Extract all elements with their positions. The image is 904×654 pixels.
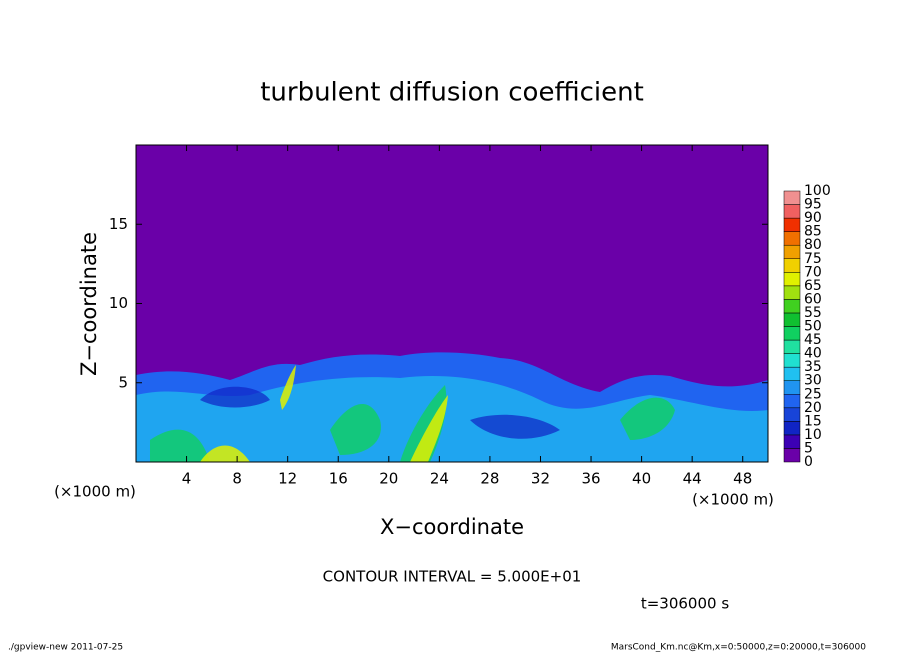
colorbar-label: 70 xyxy=(804,264,822,280)
colorbar-label: 55 xyxy=(804,305,822,321)
y-tick-label: 10 xyxy=(109,294,128,312)
x-tick-label: 44 xyxy=(683,470,702,488)
y-tick-label: 5 xyxy=(118,373,128,391)
x-tick-label: 28 xyxy=(480,470,499,488)
colorbar-band xyxy=(783,339,801,354)
colorbar-band xyxy=(783,326,801,341)
colorbar-band xyxy=(783,258,801,273)
colorbar-label: 75 xyxy=(804,251,822,267)
x-tick-label: 16 xyxy=(329,470,348,488)
colorbar-label: 65 xyxy=(804,278,822,294)
colorbar-label: 50 xyxy=(804,319,822,335)
colorbar-label: 30 xyxy=(804,373,822,389)
colorbar-label: 60 xyxy=(804,291,822,307)
colorbar-label: 90 xyxy=(804,210,822,226)
y-axis-label: Z−coordinate xyxy=(77,232,101,376)
colorbar-band xyxy=(783,380,801,395)
colorbar-band xyxy=(783,421,801,436)
x-tick-label: 20 xyxy=(379,470,398,488)
colorbar-label: 35 xyxy=(804,359,822,375)
x-tick-label: 48 xyxy=(733,470,752,488)
colorbar-label: 20 xyxy=(804,400,822,416)
colorbar-label: 85 xyxy=(804,224,822,240)
colorbar-band xyxy=(783,353,801,368)
colorbar-band xyxy=(783,448,801,463)
x-tick-label: 4 xyxy=(182,470,192,488)
colorbar-band xyxy=(783,299,801,314)
footer-right: MarsCond_Km.nc@Km,x=0:50000,z=0:20000,t=… xyxy=(611,643,866,653)
field xyxy=(136,352,768,462)
colorbar-label: 80 xyxy=(804,237,822,253)
colorbar-label: 95 xyxy=(804,197,822,213)
x-unit-label: (×1000 m) xyxy=(692,491,774,509)
x-tick-label: 12 xyxy=(278,470,297,488)
x-unit-label: (×1000 m) xyxy=(54,483,136,501)
colorbar-label: 25 xyxy=(804,386,822,402)
x-axis-label: X−coordinate xyxy=(380,515,524,539)
colorbar-label: 0 xyxy=(804,454,813,470)
x-tick-label: 40 xyxy=(632,470,651,488)
colorbar-band xyxy=(783,394,801,409)
colorbar-label: 45 xyxy=(804,332,822,348)
colorbar-band xyxy=(783,312,801,327)
time-label: t=306000 s xyxy=(641,595,729,613)
colorbar-band xyxy=(783,190,801,205)
y-tick-label: 15 xyxy=(109,215,128,233)
colorbar-band xyxy=(783,217,801,232)
colorbar-band xyxy=(783,434,801,449)
colorbar-band xyxy=(783,366,801,381)
footer-left: ./gpview-new 2011-07-25 xyxy=(8,643,123,653)
x-tick-label: 24 xyxy=(430,470,449,488)
colorbar-label: 40 xyxy=(804,346,822,362)
colorbar-label: 5 xyxy=(804,440,813,456)
colorbar-band xyxy=(783,244,801,259)
colorbar-band xyxy=(783,407,801,422)
chart-title: turbulent diffusion coefficient xyxy=(260,78,644,108)
x-tick-label: 8 xyxy=(232,470,242,488)
colorbar-band xyxy=(783,204,801,219)
colorbar-band xyxy=(783,285,801,300)
colorbar-band xyxy=(783,231,801,246)
colorbar-label: 100 xyxy=(804,183,831,199)
contour-interval: CONTOUR INTERVAL = 5.000E+01 xyxy=(323,568,582,586)
x-tick-label: 32 xyxy=(531,470,550,488)
x-tick-label: 36 xyxy=(581,470,600,488)
colorbar-band xyxy=(783,272,801,287)
colorbar-label: 15 xyxy=(804,413,822,429)
colorbar-label: 10 xyxy=(804,427,822,443)
